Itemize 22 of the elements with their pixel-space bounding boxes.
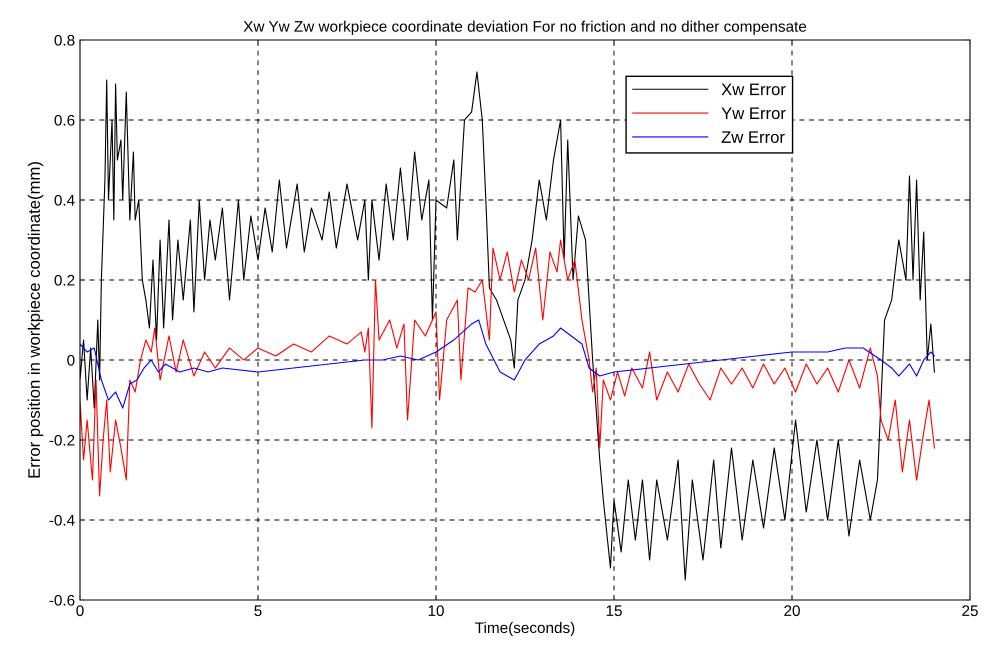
y-tick-label: -0.4 — [49, 514, 75, 526]
x-axis-title: Time(seconds) — [475, 622, 574, 636]
line-series — [80, 319, 935, 409]
line-series — [80, 239, 935, 497]
y-tick-label: 0.6 — [54, 114, 74, 126]
y-tick-label: 0 — [67, 354, 75, 366]
legend-label: Zw Error — [722, 131, 785, 143]
chart-title: Xw Yw Zw workpiece coordinate deviation For no friction and no dither compensate — [244, 20, 806, 35]
x-tick-label: 25 — [962, 605, 978, 616]
legend-label: Yw Error — [721, 107, 786, 120]
x-tick-label: 5 — [254, 605, 262, 616]
y-tick-label: -0.6 — [49, 594, 74, 606]
y-tick-label: 0.8 — [54, 34, 74, 46]
y-tick-label: -0.2 — [49, 434, 74, 446]
x-tick-label: 0 — [76, 605, 84, 616]
y-tick-label: 0.4 — [54, 194, 75, 206]
x-tick-label: 15 — [606, 605, 622, 616]
x-tick-label: 10 — [428, 605, 444, 616]
y-axis-title: Error position in workpiece coordinate(mm) — [28, 162, 44, 478]
legend-label: Xw Error — [721, 84, 786, 96]
x-tick-label: 20 — [784, 605, 800, 616]
y-tick-label: 0.2 — [54, 274, 74, 286]
